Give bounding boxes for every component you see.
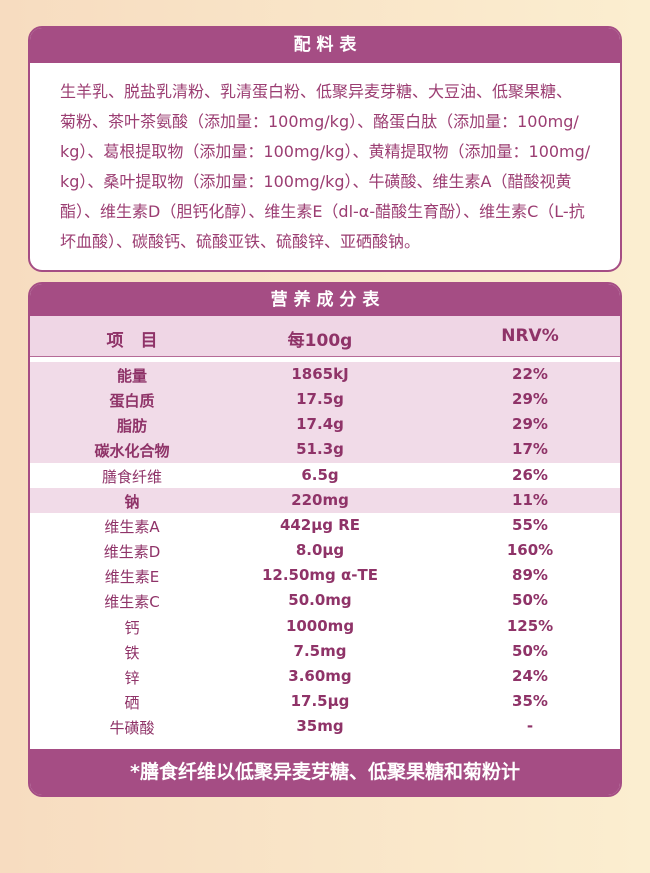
amount: 1865kJ	[291, 365, 349, 383]
nutrient-name: 维生素C	[104, 593, 160, 612]
amount: 3.60mg	[288, 666, 352, 685]
nutrition-title: 营 养 成 分 表	[30, 284, 620, 316]
amount: 17.5g	[296, 390, 344, 409]
nutrition-card: 营 养 成 分 表 项 目 每100g NRV% 能量 1865kJ 22% 蛋白质 17.5…	[28, 282, 622, 797]
nutrient-name: 钙	[124, 618, 140, 637]
footnote: *膳食纤维以低聚异麦芽糖、低聚果糖和菊粉计	[30, 749, 620, 795]
nrv: 125%	[506, 616, 554, 635]
nutrient-name: 铁	[124, 643, 140, 662]
ingredients-title: 配 料 表	[30, 28, 620, 63]
column-header: NRV%	[501, 326, 559, 346]
amount: 220mg	[291, 490, 349, 509]
table-header	[30, 316, 620, 357]
column-header: 项 目	[106, 331, 158, 351]
amount: 442μg RE	[279, 515, 361, 534]
ingredients-card: 配 料 表 生羊乳、脱盐乳清粉、乳清蛋白粉、低聚异麦芽糖、大豆油、低聚果糖、 菊粉…	[28, 26, 622, 272]
nrv: 11%	[512, 490, 548, 509]
nrv: 55%	[512, 515, 548, 534]
nrv: 50%	[512, 641, 548, 660]
amount: 8.0μg	[295, 541, 345, 560]
amount: 50.0mg	[288, 591, 352, 610]
nutrient-name: 碳水化合物	[94, 442, 170, 461]
amount: 7.5mg	[293, 641, 347, 660]
amount: 17.5μg	[290, 691, 350, 710]
nutrient-name: 牛磺酸	[109, 719, 155, 738]
column-header: 每100g	[287, 331, 353, 351]
nutrient-name: 锌	[124, 668, 140, 687]
nutrient-name: 膳食纤维	[101, 467, 162, 486]
ingredient-line: 坏血酸）、碳酸钙、硫酸亚铁、硫酸锌、亚硒酸钠。	[60, 232, 421, 251]
ingredient-line: kg）、葛根提取物（添加量：100mg/kg）、黄精提取物（添加量：100mg/	[60, 142, 591, 161]
ingredient-line: 菊粉、茶叶茶氨酸（添加量：100mg/kg）、酪蛋白肽（添加量：100mg/	[60, 112, 579, 131]
nutrient-name: 钠	[124, 492, 140, 511]
nrv: -	[526, 717, 534, 736]
nrv: 24%	[512, 666, 548, 685]
row-highlight	[30, 487, 620, 513]
ingredient-line: 酯）、维生素D（胆钙化醇）、维生素E（dl-α-醋酸生育酚）、维生素C（L-抗	[60, 202, 585, 221]
nrv: 26%	[512, 465, 548, 484]
nrv: 29%	[512, 390, 548, 409]
nutrient-name: 维生素D	[103, 543, 161, 562]
nutrient-name: 维生素E	[104, 568, 160, 587]
ingredient-line: kg）、桑叶提取物（添加量：100mg/kg）、牛磺酸、维生素A（醋酸视黄	[60, 172, 572, 191]
row-highlight	[30, 362, 620, 463]
amount: 6.5g	[301, 465, 339, 484]
nutrient-name: 能量	[116, 367, 147, 385]
nutrient-name: 蛋白质	[109, 392, 155, 411]
nrv: 29%	[512, 415, 548, 434]
nrv: 17%	[512, 440, 548, 459]
ingredient-line: 生羊乳、脱盐乳清粉、乳清蛋白粉、低聚异麦芽糖、大豆油、低聚果糖、	[60, 82, 573, 101]
nrv: 89%	[512, 566, 548, 585]
nutrient-name: 维生素A	[104, 517, 160, 536]
nrv: 160%	[506, 541, 554, 560]
nutrient-name: 硒	[124, 693, 140, 712]
nrv: 22%	[512, 365, 548, 383]
amount: 12.50mg α-TE	[261, 566, 379, 585]
amount: 17.4g	[296, 415, 344, 434]
nrv: 35%	[512, 691, 548, 710]
amount: 1000mg	[285, 616, 355, 635]
nutrient-name: 脂肪	[116, 417, 147, 436]
nrv: 50%	[512, 591, 548, 610]
amount: 35mg	[296, 717, 344, 736]
amount: 51.3g	[296, 440, 344, 459]
